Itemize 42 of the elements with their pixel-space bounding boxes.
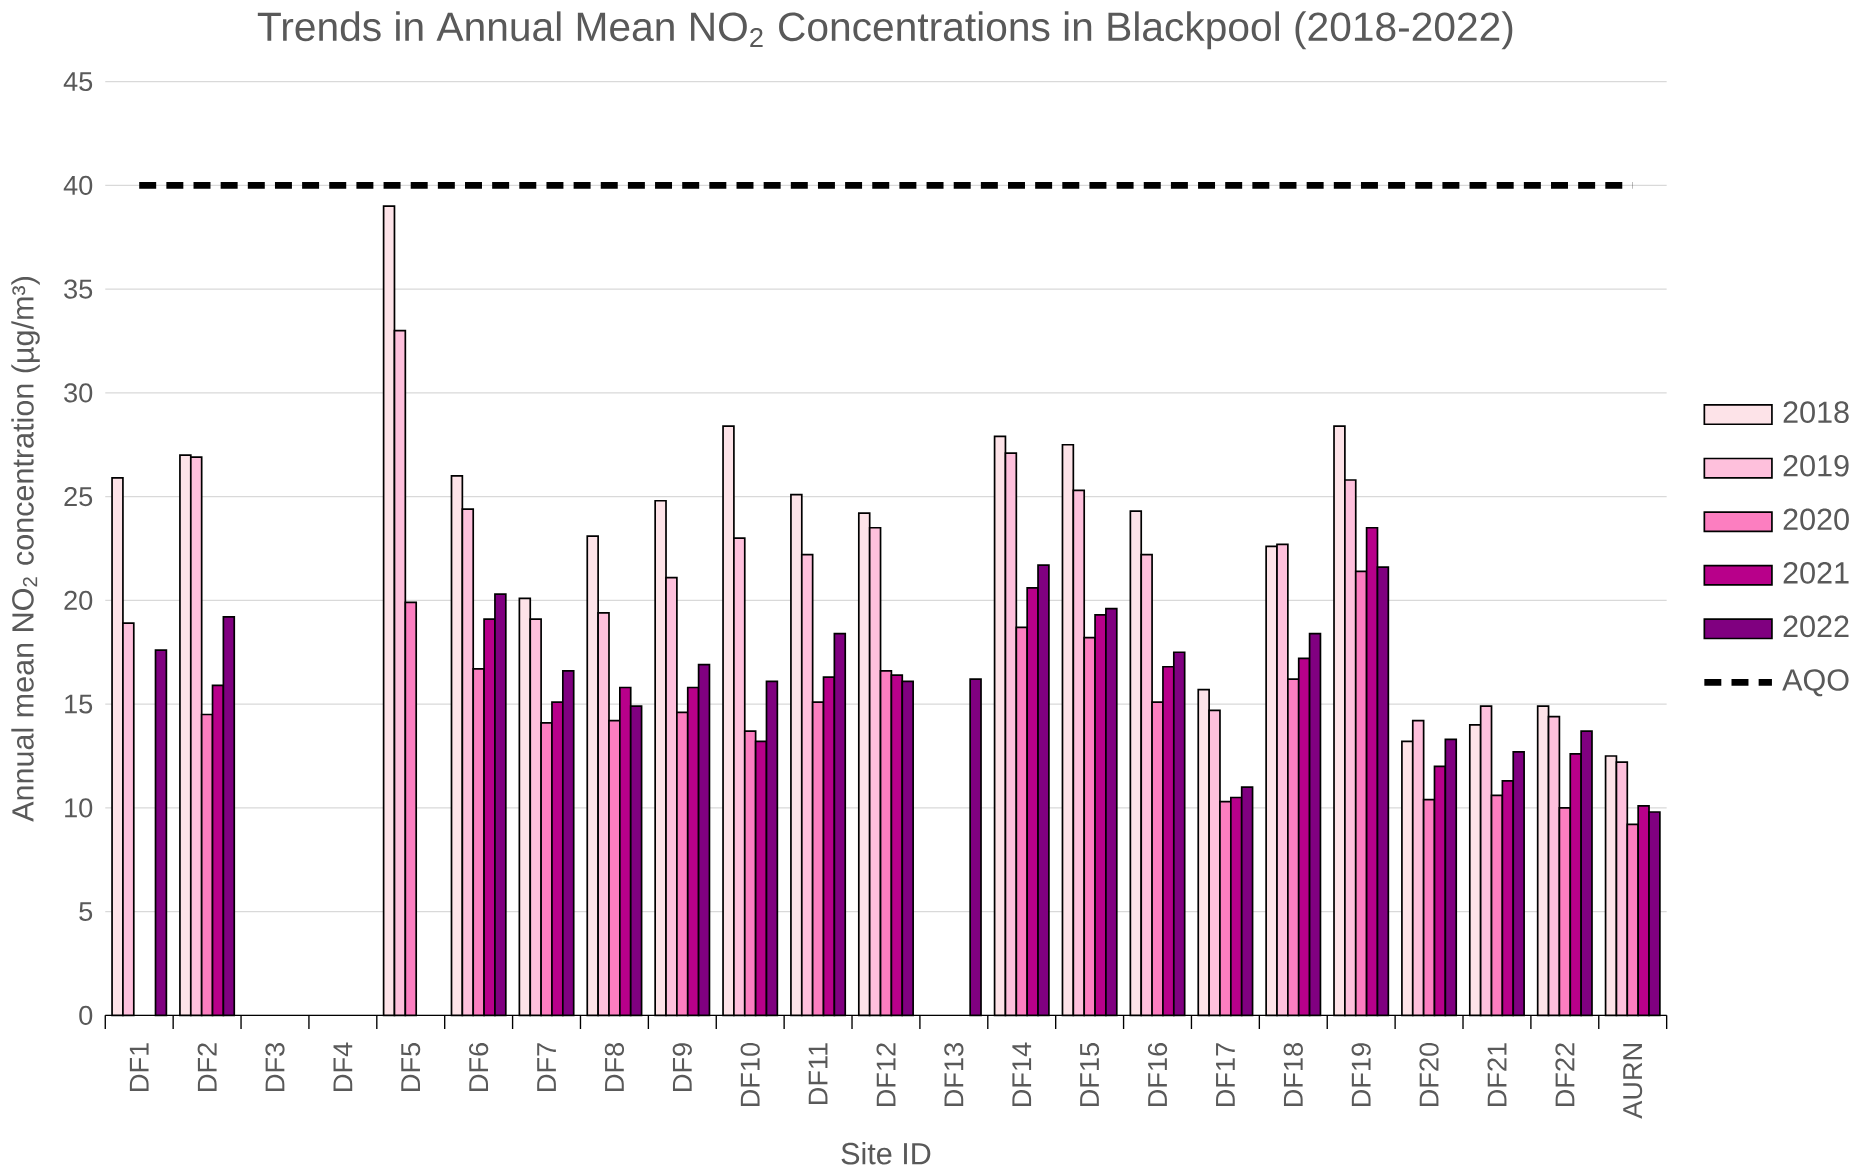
x-tick-label: DF18: [1283, 1043, 1303, 1107]
x-tick-label: DF19: [1351, 1043, 1371, 1107]
x-tick-label: DF11: [808, 1043, 828, 1105]
x-tick-label: DF5: [401, 1043, 421, 1091]
y-tick-label: 45: [63, 72, 93, 92]
x-tick-label: DF20: [1419, 1042, 1439, 1107]
x-tick-label: DF13: [944, 1043, 964, 1107]
x-tick-label: DF10: [740, 1042, 760, 1107]
legend-label: 2019: [1783, 455, 1849, 477]
y-tick-label: 30: [64, 383, 93, 403]
x-tick-label: DF2: [197, 1043, 217, 1091]
x-tick-label: DF8: [604, 1043, 625, 1091]
y-tick-label: 20: [64, 590, 93, 611]
x-tick-label: DF14: [1012, 1042, 1032, 1107]
x-tick-label: DF12: [876, 1043, 896, 1107]
x-tick-label: DF3: [265, 1043, 285, 1091]
legend-label: AQO: [1782, 669, 1849, 697]
y-tick-label: 5: [79, 902, 93, 922]
y-axis-title: Annual mean NO$_{2}$ concentration (µg/m³): [11, 277, 40, 822]
y-tick-label: 10: [65, 798, 93, 818]
legend-label: 2021: [1783, 562, 1849, 584]
x-axis-title: Site ID: [841, 1142, 931, 1165]
x-tick-label: DF15: [1080, 1043, 1100, 1107]
x-tick-label: DF1: [129, 1043, 149, 1091]
y-tick-label: 35: [64, 279, 93, 299]
y-tick-label: 25: [64, 487, 93, 507]
legend-label: 2022: [1783, 615, 1849, 638]
x-tick-label: DF4: [333, 1042, 353, 1091]
x-tick-label: DF17: [1216, 1043, 1235, 1107]
x-tick-label: DF21: [1487, 1043, 1507, 1107]
x-tick-label: DF6: [469, 1043, 489, 1091]
x-tick-label: DF22: [1555, 1043, 1575, 1107]
y-tick-label: 15: [65, 694, 93, 714]
y-tick-label: 0: [79, 1005, 93, 1026]
legend-label: 2020: [1783, 508, 1849, 531]
x-tick-label: DF9: [672, 1043, 692, 1091]
x-tick-label: DF7: [537, 1043, 556, 1091]
y-tick-label: 40: [63, 175, 93, 196]
chart-title: Trends in Annual Mean NO$_{2}$ Concentrations in Blackpool (2018-2022): [257, 11, 1513, 50]
x-tick-label: DF16: [1147, 1043, 1168, 1107]
legend-label: 2018: [1783, 401, 1849, 424]
x-tick-label: AURN: [1623, 1044, 1643, 1119]
